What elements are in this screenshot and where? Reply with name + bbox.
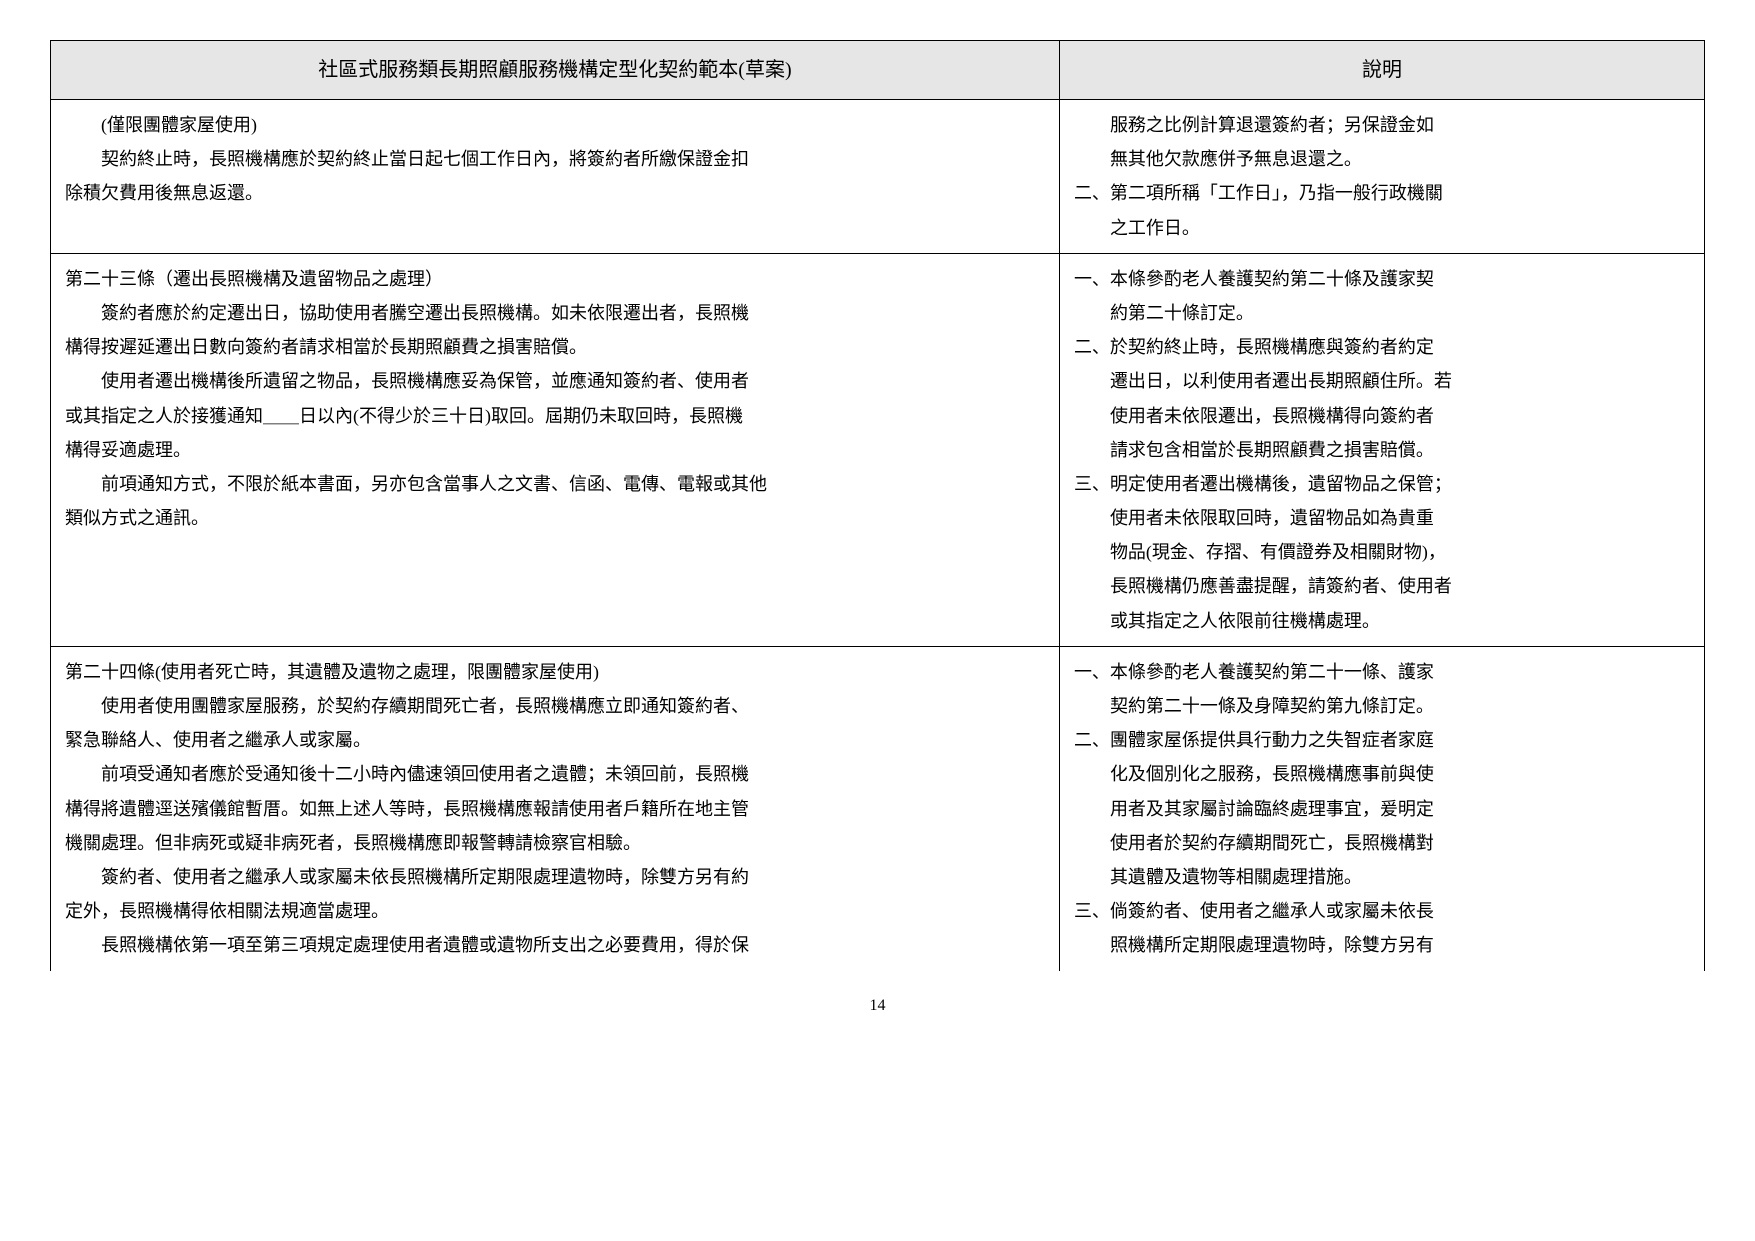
line: 使用者遷出機構後所遺留之物品，長照機構應妥為保管，並應通知簽約者、使用者 xyxy=(65,364,1045,398)
line: 用者及其家屬討論臨終處理事宜，爰明定 xyxy=(1074,792,1690,826)
line: 除積欠費用後無息返還。 xyxy=(65,176,1045,210)
table-row: (僅限團體家屋使用) 契約終止時，長照機構應於契約終止當日起七個工作日內，將簽約… xyxy=(51,100,1705,254)
line: 約第二十條訂定。 xyxy=(1074,296,1690,330)
header-right: 說明 xyxy=(1059,41,1704,100)
line: 一、本條參酌老人養護契約第二十條及護家契 xyxy=(1074,262,1690,296)
line: 或其指定之人於接獲通知＿＿日以內(不得少於三十日)取回。屆期仍未取回時，長照機 xyxy=(65,399,1045,433)
table-row: 第二十三條（遷出長照機構及遺留物品之處理） 簽約者應於約定遷出日，協助使用者騰空… xyxy=(51,253,1705,646)
line: 使用者未依限遷出，長照機構得向簽約者 xyxy=(1074,399,1690,433)
line: 使用者使用團體家屋服務，於契約存續期間死亡者，長照機構應立即通知簽約者、 xyxy=(65,689,1045,723)
explain-cell: 服務之比例計算退還簽約者；另保證金如 無其他欠款應併予無息退還之。 二、第二項所… xyxy=(1059,100,1704,254)
explain-cell: 一、本條參酌老人養護契約第二十條及護家契 約第二十條訂定。 二、於契約終止時，長… xyxy=(1059,253,1704,646)
line: 或其指定之人依限前往機構處理。 xyxy=(1074,604,1690,638)
line: 二、第二項所稱「工作日」，乃指一般行政機關 xyxy=(1074,176,1690,210)
line: 構得將遺體逕送殯儀館暫厝。如無上述人等時，長照機構應報請使用者戶籍所在地主管 xyxy=(65,792,1045,826)
line: 機關處理。但非病死或疑非病死者，長照機構應即報警轉請檢察官相驗。 xyxy=(65,826,1045,860)
line: 簽約者應於約定遷出日，協助使用者騰空遷出長照機構。如未依限遷出者，長照機 xyxy=(65,296,1045,330)
article-title: 第二十四條(使用者死亡時，其遺體及遺物之處理，限團體家屋使用) xyxy=(65,655,1045,689)
line: 定外，長照機構得依相關法規適當處理。 xyxy=(65,894,1045,928)
line: 其遺體及遺物等相關處理措施。 xyxy=(1074,860,1690,894)
table-row: 第二十四條(使用者死亡時，其遺體及遺物之處理，限團體家屋使用) 使用者使用團體家… xyxy=(51,646,1705,970)
line: 三、明定使用者遷出機構後，遺留物品之保管； xyxy=(1074,467,1690,501)
explain-cell: 一、本條參酌老人養護契約第二十一條、護家 契約第二十一條及身障契約第九條訂定。 … xyxy=(1059,646,1704,970)
line: 遷出日，以利使用者遷出長期照顧住所。若 xyxy=(1074,364,1690,398)
line: 長照機構仍應善盡提醒，請簽約者、使用者 xyxy=(1074,569,1690,603)
line: 類似方式之通訊。 xyxy=(65,501,1045,535)
contract-cell: 第二十三條（遷出長照機構及遺留物品之處理） 簽約者應於約定遷出日，協助使用者騰空… xyxy=(51,253,1060,646)
line: 二、於契約終止時，長照機構應與簽約者約定 xyxy=(1074,330,1690,364)
line: 契約終止時，長照機構應於契約終止當日起七個工作日內，將簽約者所繳保證金扣 xyxy=(65,142,1045,176)
line: 前項受通知者應於受通知後十二小時內儘速領回使用者之遺體；未領回前，長照機 xyxy=(65,757,1045,791)
contract-cell: 第二十四條(使用者死亡時，其遺體及遺物之處理，限團體家屋使用) 使用者使用團體家… xyxy=(51,646,1060,970)
line: 簽約者、使用者之繼承人或家屬未依長照機構所定期限處理遺物時，除雙方另有約 xyxy=(65,860,1045,894)
header-left: 社區式服務類長期照顧服務機構定型化契約範本(草案) xyxy=(51,41,1060,100)
line: 使用者未依限取回時，遺留物品如為貴重 xyxy=(1074,501,1690,535)
line: 服務之比例計算退還簽約者；另保證金如 xyxy=(1074,108,1690,142)
line: 物品(現金、存摺、有價證券及相關財物)， xyxy=(1074,535,1690,569)
line: 照機構所定期限處理遺物時，除雙方另有 xyxy=(1074,928,1690,962)
line: 使用者於契約存續期間死亡，長照機構對 xyxy=(1074,826,1690,860)
line: (僅限團體家屋使用) xyxy=(65,108,1045,142)
line: 構得按遲延遷出日數向簽約者請求相當於長期照顧費之損害賠償。 xyxy=(65,330,1045,364)
line: 長照機構依第一項至第三項規定處理使用者遺體或遺物所支出之必要費用，得於保 xyxy=(65,928,1045,962)
line: 前項通知方式，不限於紙本書面，另亦包含當事人之文書、信函、電傳、電報或其他 xyxy=(65,467,1045,501)
line: 緊急聯絡人、使用者之繼承人或家屬。 xyxy=(65,723,1045,757)
line: 無其他欠款應併予無息退還之。 xyxy=(1074,142,1690,176)
line: 三、倘簽約者、使用者之繼承人或家屬未依長 xyxy=(1074,894,1690,928)
header-row: 社區式服務類長期照顧服務機構定型化契約範本(草案) 說明 xyxy=(51,41,1705,100)
line: 構得妥適處理。 xyxy=(65,433,1045,467)
table-body: (僅限團體家屋使用) 契約終止時，長照機構應於契約終止當日起七個工作日內，將簽約… xyxy=(51,100,1705,971)
article-title: 第二十三條（遷出長照機構及遺留物品之處理） xyxy=(65,262,1045,296)
line: 化及個別化之服務，長照機構應事前與使 xyxy=(1074,757,1690,791)
contract-table: 社區式服務類長期照顧服務機構定型化契約範本(草案) 說明 (僅限團體家屋使用) … xyxy=(50,40,1705,971)
line: 之工作日。 xyxy=(1074,211,1690,245)
page-number: 14 xyxy=(50,991,1705,1021)
line: 二、團體家屋係提供具行動力之失智症者家庭 xyxy=(1074,723,1690,757)
contract-cell: (僅限團體家屋使用) 契約終止時，長照機構應於契約終止當日起七個工作日內，將簽約… xyxy=(51,100,1060,254)
line: 一、本條參酌老人養護契約第二十一條、護家 xyxy=(1074,655,1690,689)
line: 請求包含相當於長期照顧費之損害賠償。 xyxy=(1074,433,1690,467)
line: 契約第二十一條及身障契約第九條訂定。 xyxy=(1074,689,1690,723)
